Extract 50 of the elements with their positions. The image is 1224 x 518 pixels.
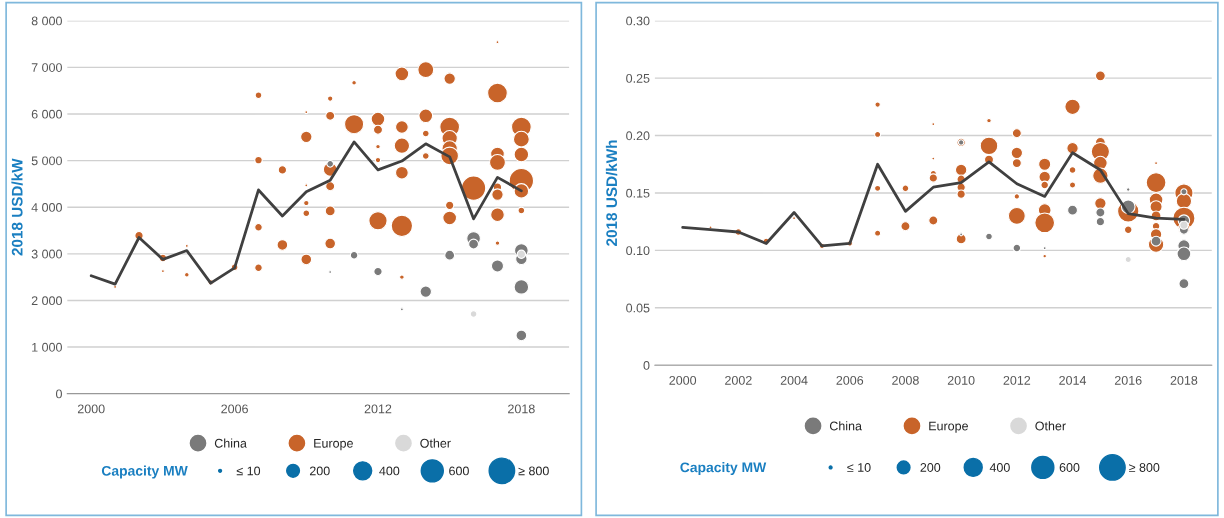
x-tick-label: 2012 (1003, 375, 1031, 385)
legend-label: China (214, 438, 247, 448)
legend-label: 200 (920, 463, 941, 472)
y-tick-label: 0 (56, 389, 62, 399)
y-tick-label: 5 000 (31, 156, 62, 166)
x-tick-label: 2010 (947, 375, 975, 385)
y-tick-label: 0.25 (626, 73, 650, 83)
legend-label: ≤ 10 (847, 463, 871, 472)
legend-label: Other (1035, 421, 1066, 431)
legend-label: Other (420, 438, 451, 448)
legend-label: 200 (309, 466, 330, 476)
y-tick-label: 0.30 (626, 16, 650, 26)
x-tick-label: 2018 (1170, 375, 1198, 385)
x-tick-label: 2018 (508, 404, 535, 414)
y-tick-label: 7 000 (31, 63, 62, 72)
y-tick-label: 2 000 (31, 296, 62, 306)
y-tick-label: 0.20 (626, 131, 650, 141)
legend-label: ≥ 800 (518, 466, 549, 476)
y-tick-label: 0.05 (626, 303, 650, 313)
y-tick-label: 0.10 (626, 246, 650, 256)
y-tick-label: 4 000 (31, 203, 62, 212)
legend-label: 400 (379, 466, 400, 476)
x-tick-label: 2006 (221, 404, 248, 414)
x-tick-label: 2014 (1059, 375, 1087, 385)
y-axis-title: 2018 USD/kW (11, 158, 23, 256)
legend-title: Capacity MW (101, 465, 188, 479)
y-tick-label: 1 000 (32, 342, 62, 352)
y-tick-label: 0.15 (626, 188, 650, 198)
legend-label: Europe (929, 421, 968, 433)
x-tick-label: 2000 (77, 404, 105, 414)
y-axis-title: 2018 USD/kWh (605, 140, 618, 246)
legend-label: 600 (449, 466, 469, 476)
legend-label: 400 (989, 463, 1010, 472)
x-tick-label: 2006 (836, 375, 864, 385)
y-tick-label: 0 (643, 360, 650, 370)
x-tick-label: 2004 (780, 375, 808, 385)
x-tick-label: 2008 (892, 375, 919, 385)
x-tick-label: 2016 (1114, 375, 1142, 385)
y-tick-label: 3 000 (31, 249, 62, 259)
x-tick-label: 2012 (364, 404, 392, 414)
legend-label: China (829, 421, 862, 431)
legend-label: ≥ 800 (1129, 463, 1160, 472)
legend-title: Capacity MW (680, 462, 767, 475)
legend-label: ≤ 10 (236, 466, 261, 476)
legend-label: 600 (1059, 463, 1080, 472)
x-tick-label: 2002 (725, 375, 752, 385)
x-tick-label: 2000 (669, 375, 697, 385)
legend-label: Europe (314, 438, 353, 451)
y-tick-label: 6 000 (31, 109, 62, 119)
y-tick-label: 8 000 (31, 16, 62, 26)
